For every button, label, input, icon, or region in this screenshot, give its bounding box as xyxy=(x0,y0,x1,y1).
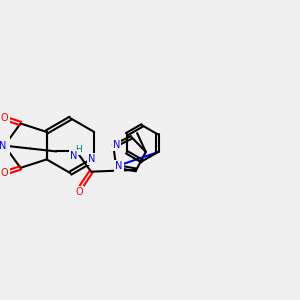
Text: O: O xyxy=(0,168,8,178)
Text: O: O xyxy=(76,187,83,197)
Text: N: N xyxy=(116,161,123,171)
Text: N: N xyxy=(112,140,120,150)
Text: N: N xyxy=(70,151,77,161)
Text: O: O xyxy=(0,113,8,123)
Text: H: H xyxy=(75,146,81,154)
Text: N: N xyxy=(88,154,95,164)
Text: N: N xyxy=(0,141,7,151)
